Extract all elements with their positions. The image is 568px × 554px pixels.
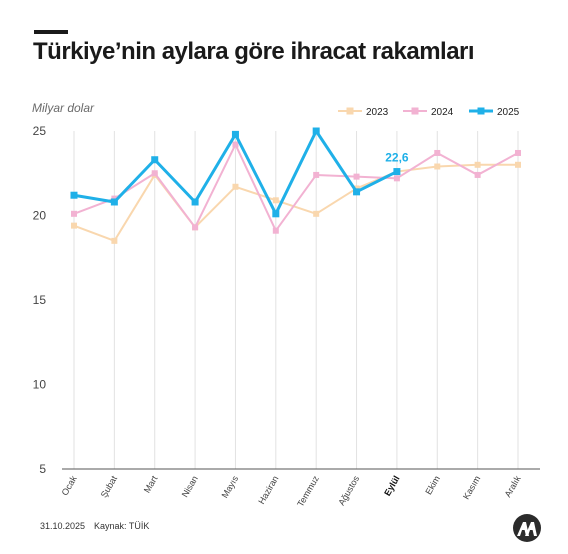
data-point-2025 — [191, 198, 199, 206]
data-point-2023 — [71, 222, 77, 229]
legend-item-2023: 2023 — [338, 107, 389, 118]
data-point-2025 — [312, 127, 320, 135]
data-point-2024 — [192, 224, 199, 231]
data-point-2025 — [272, 210, 280, 218]
x-tick-label: Mayıs — [220, 474, 241, 500]
y-tick-label: 15 — [33, 293, 47, 307]
data-point-2023 — [434, 163, 441, 170]
aa-logo-icon — [513, 514, 541, 542]
x-tick-label: Eylül — [382, 474, 401, 498]
legend-label: 2023 — [366, 107, 389, 118]
series-line-2023 — [73, 163, 518, 242]
y-axis-label: Milyar dolar — [32, 101, 95, 115]
series-layer — [70, 127, 521, 244]
data-point-2023 — [474, 161, 481, 168]
data-point-2023 — [515, 161, 521, 168]
data-point-2024 — [272, 227, 279, 234]
x-tick-label: Ekim — [423, 474, 442, 496]
data-point-2024 — [313, 171, 320, 178]
data-point-2024 — [474, 171, 481, 178]
y-ticks: 5 10 15 20 25 — [33, 124, 47, 476]
footer-date: 31.10.2025 — [40, 521, 86, 531]
data-point-2024 — [515, 149, 521, 156]
data-point-2025 — [110, 198, 118, 206]
y-tick-label: 10 — [33, 378, 47, 392]
legend-marker — [477, 107, 485, 115]
y-tick-label: 5 — [39, 462, 46, 476]
data-point-2023 — [272, 197, 279, 204]
page-title: Türkiye’nin aylara göre ihracat rakamlar… — [33, 38, 475, 65]
legend-marker — [411, 107, 419, 115]
data-point-2024 — [393, 175, 400, 182]
grid-layer — [62, 131, 540, 470]
legend: 2023 2024 2025 — [338, 107, 520, 118]
x-tick-label: Şubat — [99, 474, 120, 500]
data-point-2024 — [353, 173, 360, 180]
data-point-2024 — [434, 149, 441, 156]
legend-label: 2024 — [431, 107, 454, 118]
legend-item-2025: 2025 — [469, 107, 520, 118]
x-tick-label: Aralık — [503, 474, 523, 499]
data-point-2023 — [232, 183, 239, 190]
data-point-2025 — [70, 191, 78, 199]
x-ticks: Ocak Şubat Mart Nisan Mayıs Haziran Temmuz Ağus… — [60, 474, 523, 509]
x-tick-label: Ağustos — [336, 474, 361, 508]
data-point-2025 — [393, 168, 401, 176]
title-accent-bar — [34, 30, 68, 34]
x-tick-label: Temmuz — [295, 474, 321, 509]
data-point-2025 — [231, 130, 239, 138]
legend-item-2024: 2024 — [403, 107, 454, 118]
data-point-2024 — [71, 210, 77, 217]
series-2024 — [71, 141, 521, 234]
data-point-2025 — [151, 156, 159, 164]
y-tick-label: 20 — [33, 209, 47, 223]
x-tick-label: Ocak — [60, 474, 79, 498]
legend-marker — [346, 107, 354, 115]
data-point-2023 — [313, 210, 320, 217]
x-tick-label: Kasım — [461, 474, 482, 501]
annotations: 22,6 — [385, 151, 409, 165]
legend-label: 2025 — [497, 107, 520, 118]
x-tick-label: Mart — [142, 474, 160, 495]
footer-source: Kaynak: TÜİK — [94, 521, 150, 531]
data-point-2024 — [232, 141, 239, 148]
data-point-2025 — [353, 188, 361, 196]
series-2025 — [70, 127, 401, 218]
data-point-2024 — [151, 170, 158, 177]
series-line-2024 — [73, 143, 519, 232]
x-tick-label: Haziran — [256, 474, 280, 506]
data-label: 22,6 — [385, 151, 409, 165]
data-point-2023 — [111, 237, 118, 244]
y-tick-label: 25 — [33, 124, 47, 138]
x-tick-label: Nisan — [180, 474, 200, 499]
